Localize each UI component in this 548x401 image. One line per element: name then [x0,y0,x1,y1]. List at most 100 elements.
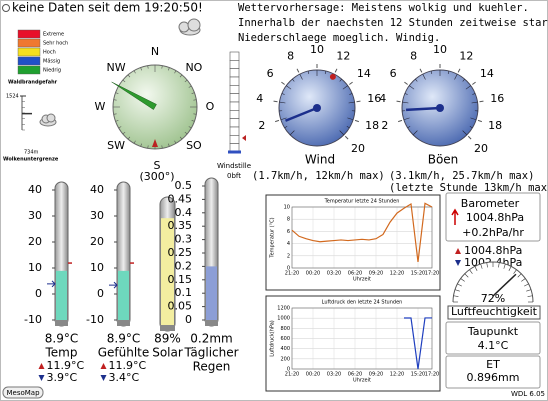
compass-tick [133,140,136,144]
tube-tick-label: 40 [28,183,42,196]
x-tick-label: 00:20 [306,271,320,277]
gauge-tick-label: 12 [459,49,473,62]
dewpoint-box [445,321,541,355]
x-axis-label: Uhrzeit [353,378,371,384]
x-tick-label: 21:20 [285,372,299,378]
fire-level [17,65,41,75]
beaufort-cell [229,68,240,78]
compass-label: N [151,45,159,58]
gauge-title: Böen [428,153,459,167]
gauge-minor-tick [407,126,411,129]
tube-tick-label: 10 [28,261,42,274]
fire-level [17,47,41,57]
tube-tick-label: 30 [28,209,42,222]
gauge-minor-tick [347,117,354,121]
line-series [291,202,433,262]
x-tick-label: 15:20 [411,271,425,277]
tube-tick-label: 30 [90,209,104,222]
compass-tick [161,145,163,149]
dewpoint-title: Taupunkt [467,325,519,338]
gauge-tick [457,68,461,73]
tube-tick-label: 20 [28,235,42,248]
gauge-tick [396,100,401,103]
gauge-minor-tick [465,85,471,90]
tube-tick-label: 10 [90,261,104,274]
dewpoint-value: 4.1°C [478,339,509,352]
humidity-tick [503,263,506,269]
gauge-tick [344,135,349,140]
mesomap-button[interactable] [2,386,44,399]
et-box [445,355,541,389]
gauge-tick [477,119,483,123]
compass-tick [184,79,188,83]
gust-summary: (3.1km/h, 25.7km/h max) [389,170,534,182]
gauge-tick-label: 4 [256,92,263,105]
gauge-minor-tick [284,126,288,129]
beaufort-cell [229,60,240,69]
gauge-tick-label: 14 [357,67,371,80]
y-tick-label: 0 [287,367,290,373]
gauge-minor-tick [462,130,468,136]
tube-tick-label: -10 [86,313,104,326]
status: keine Daten seit dem 19:20:50! [12,1,203,15]
gauge-minor-tick [422,74,426,80]
fire-level [17,38,41,48]
gauge-minor-tick [412,130,418,136]
wind-summary: (1.7km/h, 12km/h max) [252,170,385,182]
gauge-hub [436,104,444,112]
humidity-tick [486,262,488,268]
humidity-tick [453,295,459,297]
x-tick-label: 12:20 [390,271,404,277]
beaufort-cell [229,101,240,111]
tube-tick-label: 0.1 [175,286,193,299]
tube-tick-label: 40 [90,183,104,196]
compass-tick [127,74,131,78]
humidity-tick [464,273,469,278]
fire-level-label: Sehr hoch [43,41,68,47]
x-tick-label: 09:20 [369,372,383,378]
chart-title: Temperatur letzte 24 Stunden [324,199,400,205]
compass-tick [140,143,142,147]
direction-name: S [154,159,161,172]
high-icon [455,248,461,254]
beaufort-cell [229,93,240,103]
tube-fill [56,270,67,320]
trend-arrow [451,208,459,225]
gauge-minor-tick [472,93,476,95]
beaufort-cell [229,135,240,144]
cloud-base-title: Wolkenuntergrenze [3,157,59,163]
fire-level-label: Niedrig [43,68,61,74]
tube-high: 11.9°C [109,359,147,372]
version: WDL 6.05 [511,390,545,398]
tube-tick-label: 0.05 [168,300,193,313]
y-tick-label: 6 [287,229,290,235]
fire-level [17,29,41,39]
compass-label: NW [107,61,126,74]
chart-title: Luftdruck den letzte 24 Stunden [322,300,403,306]
gauge-tick-label: 20 [474,142,488,155]
gauge-minor-tick [289,130,295,136]
compass-tick [188,85,192,88]
tube-value: 8.9°C [107,332,140,346]
gauge-tick-label: 18 [488,119,502,132]
gauge-tick [397,119,403,123]
gauge-minor-tick [403,117,410,121]
x-tick-label: 21:20 [285,271,299,277]
gauge-tick [356,100,361,103]
compass-tick [113,99,117,101]
humidity-needle [492,273,517,297]
gauge-minor-tick [404,93,408,95]
compass-label: W [95,100,106,113]
gauge-minor-tick [324,70,327,75]
tube-base [55,320,68,326]
x-tick-label: 09:20 [369,271,383,277]
compass-s-marker [152,139,158,147]
gauge-minor-tick [286,85,292,90]
gauge-minor-tick [339,78,342,82]
gauge-minor-tick [469,126,473,129]
wind-direction-needle [111,81,157,110]
cloud-base-value: 734m [24,150,39,156]
mesomap-label[interactable]: MesoMap [6,389,40,397]
compass-tick [115,120,119,122]
gauge-minor-tick [471,101,478,104]
